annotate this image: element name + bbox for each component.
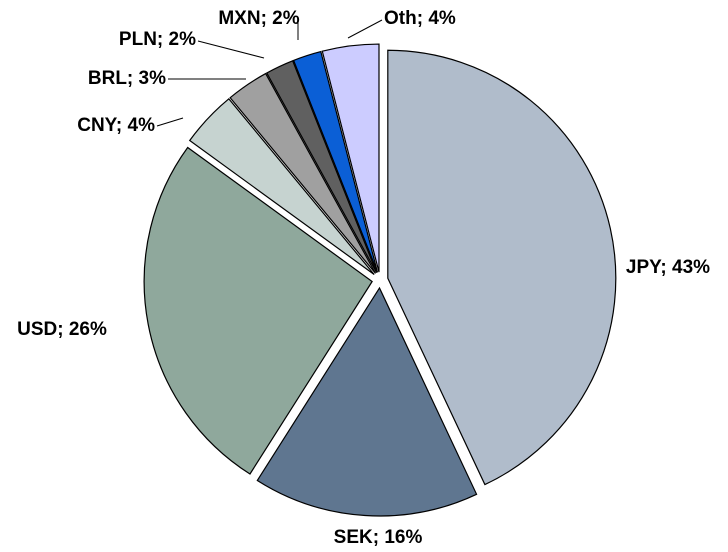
pie-slice	[321, 43, 380, 273]
slice-label: PLN; 2%	[119, 29, 196, 50]
slice-label: Oth; 4%	[384, 8, 456, 29]
pie-slice	[265, 59, 378, 274]
leader-line	[347, 19, 383, 39]
pie-slice	[143, 146, 373, 475]
leader-line	[197, 40, 265, 59]
slice-label: CNY; 4%	[77, 115, 155, 136]
pie-slice	[188, 98, 375, 276]
slice-label: USD; 26%	[17, 319, 107, 340]
pie-slice	[292, 50, 379, 273]
pie-slice	[256, 286, 478, 517]
slice-label: SEK; 16%	[334, 527, 423, 548]
slice-label: MXN; 2%	[218, 8, 299, 29]
slice-label: BRL; 3%	[88, 68, 166, 89]
slice-label: JPY; 43%	[626, 257, 710, 278]
leader-line	[156, 117, 184, 127]
pie-slice	[229, 72, 377, 274]
pie-slice	[387, 49, 617, 486]
